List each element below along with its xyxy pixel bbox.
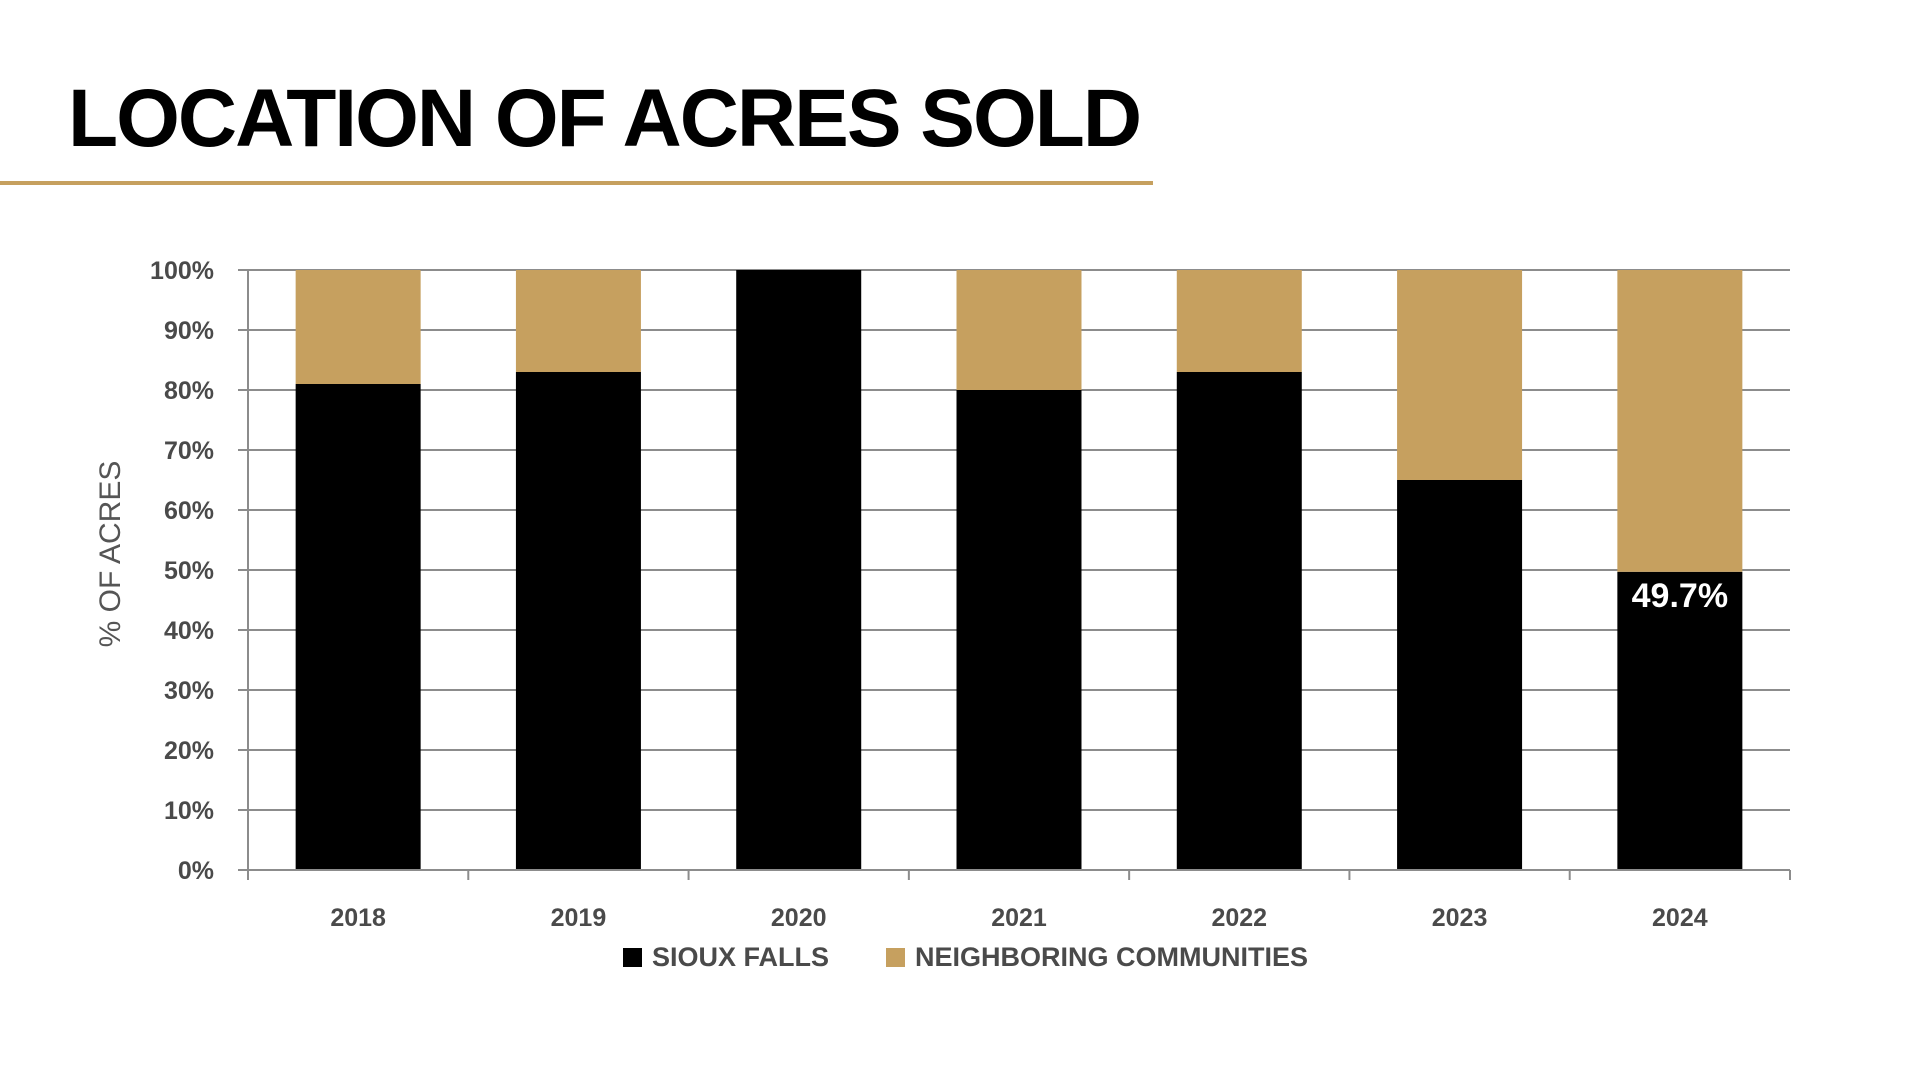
- bar-sioux-falls-2020: [736, 270, 862, 870]
- x-tick-label: 2024: [1652, 904, 1708, 932]
- legend-label: SIOUX FALLS: [652, 942, 830, 972]
- x-tick-label: 2022: [1211, 904, 1267, 932]
- legend-item-sioux-falls: SIOUX FALLS: [623, 942, 829, 973]
- bar-neighboring-communities-2022: [1176, 270, 1302, 372]
- bar-sioux-falls-2018: [295, 384, 421, 870]
- y-tick-label: 100%: [150, 257, 214, 285]
- bar-neighboring-communities-2024: [1617, 270, 1743, 572]
- bar-neighboring-communities-2018: [295, 270, 421, 384]
- bar-sioux-falls-2019: [515, 372, 641, 870]
- y-tick-label: 90%: [164, 317, 214, 345]
- y-tick-label: 10%: [164, 797, 214, 825]
- y-tick-label: 30%: [164, 677, 214, 705]
- title-underline: [0, 181, 1153, 185]
- bar-sioux-falls-2023: [1397, 480, 1523, 870]
- y-tick-label: 80%: [164, 377, 214, 405]
- bar-neighboring-communities-2021: [956, 270, 1082, 390]
- x-tick-label: 2020: [771, 904, 827, 932]
- y-tick-label: 0%: [178, 857, 214, 885]
- y-axis-title: % OF ACRES: [94, 461, 127, 648]
- y-tick-label: 40%: [164, 617, 214, 645]
- legend-swatch-sioux-falls: [623, 948, 642, 967]
- y-tick-label: 70%: [164, 437, 214, 465]
- bar-neighboring-communities-2019: [515, 270, 641, 372]
- x-tick-label: 2021: [991, 904, 1047, 932]
- bar-sioux-falls-2021: [956, 390, 1082, 870]
- x-tick-label: 2018: [330, 904, 386, 932]
- page-title: LOCATION OF ACRES SOLD: [68, 73, 1142, 164]
- legend-swatch-neighboring: [886, 948, 905, 967]
- data-label: 49.7%: [1632, 577, 1728, 615]
- x-tick-label: 2023: [1432, 904, 1488, 932]
- bar-neighboring-communities-2023: [1397, 270, 1523, 480]
- y-tick-label: 20%: [164, 737, 214, 765]
- y-tick-label: 50%: [164, 557, 214, 585]
- legend-label: NEIGHBORING COMMUNITIES: [915, 942, 1309, 972]
- bar-sioux-falls-2024: [1617, 571, 1743, 870]
- y-tick-label: 60%: [164, 497, 214, 525]
- x-tick-label: 2019: [551, 904, 607, 932]
- bar-sioux-falls-2022: [1176, 372, 1302, 870]
- legend-item-neighboring: NEIGHBORING COMMUNITIES: [886, 942, 1308, 973]
